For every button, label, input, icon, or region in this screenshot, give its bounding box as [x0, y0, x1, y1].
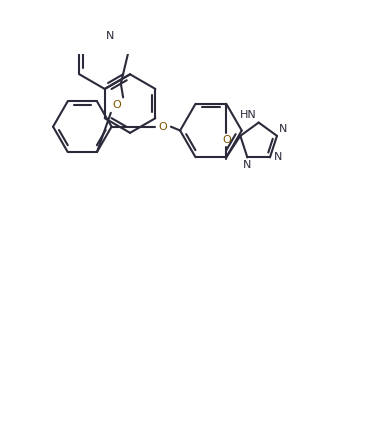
Text: O: O — [113, 100, 121, 110]
Text: N: N — [106, 31, 115, 41]
Text: N: N — [274, 153, 282, 162]
Text: O: O — [222, 135, 231, 145]
Text: N: N — [243, 161, 252, 170]
Text: N: N — [279, 124, 288, 133]
Text: O: O — [159, 122, 168, 132]
Text: HN: HN — [240, 110, 257, 120]
